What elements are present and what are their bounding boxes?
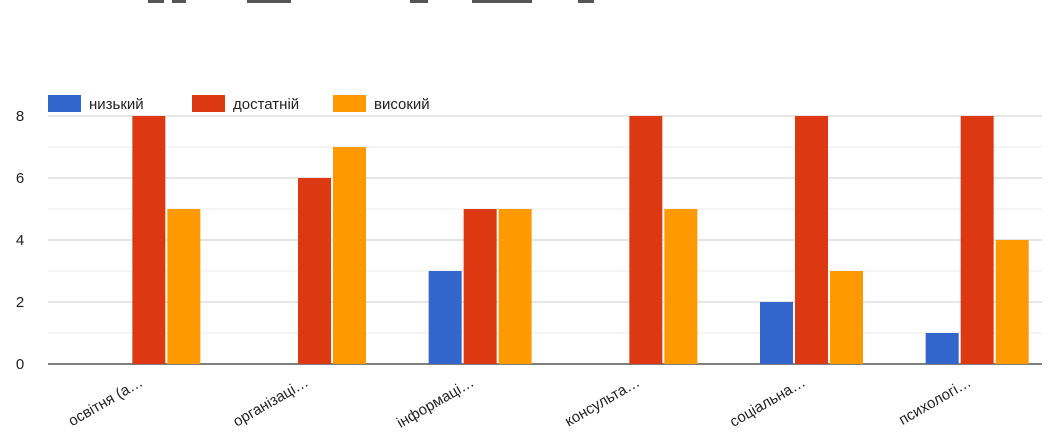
legend-label: високий bbox=[374, 96, 430, 113]
x-category-label: консульта… bbox=[562, 374, 643, 430]
y-tick-label: 4 bbox=[16, 232, 24, 249]
bar-високий bbox=[664, 209, 698, 364]
gridlines bbox=[48, 115, 1042, 365]
x-category-label: організаці… bbox=[230, 374, 311, 431]
bar-високий bbox=[167, 209, 201, 364]
bar-достатній bbox=[795, 116, 828, 364]
x-axis-labels: освітня (а… організаці… інформаці… консульт… bbox=[66, 374, 975, 432]
legend-swatch bbox=[48, 95, 81, 112]
y-tick-label: 0 bbox=[16, 356, 24, 373]
bar-достатній bbox=[960, 116, 994, 364]
legend-swatch bbox=[333, 95, 366, 112]
cropped-title-fragment bbox=[148, 0, 594, 3]
bar-достатній bbox=[463, 209, 497, 364]
x-category-label: психологі… bbox=[896, 374, 974, 429]
bars bbox=[132, 116, 1029, 364]
bar-низький bbox=[428, 271, 462, 364]
bar-низький bbox=[925, 333, 959, 364]
legend-label: достатній bbox=[233, 96, 299, 113]
bar-достатній bbox=[298, 178, 331, 364]
bar-високий bbox=[830, 271, 863, 364]
bar-низький bbox=[760, 302, 793, 364]
x-category-label: соціальна… bbox=[727, 374, 809, 431]
x-category-label: інформаці… bbox=[394, 374, 477, 432]
y-tick-label: 8 bbox=[16, 108, 24, 125]
legend-label: низький bbox=[89, 96, 144, 113]
bar-високий bbox=[333, 147, 366, 364]
y-tick-label: 6 bbox=[16, 170, 24, 187]
legend: низький достатній високий bbox=[48, 95, 430, 113]
bar-достатній bbox=[132, 116, 166, 364]
y-tick-label: 2 bbox=[16, 294, 24, 311]
bar-високий bbox=[995, 240, 1029, 364]
bar-високий bbox=[498, 209, 532, 364]
x-category-label: освітня (а… bbox=[66, 374, 146, 430]
legend-swatch bbox=[192, 95, 225, 112]
bar-достатній bbox=[629, 116, 663, 364]
y-axis-ticks: 0 2 4 6 8 bbox=[16, 108, 24, 373]
